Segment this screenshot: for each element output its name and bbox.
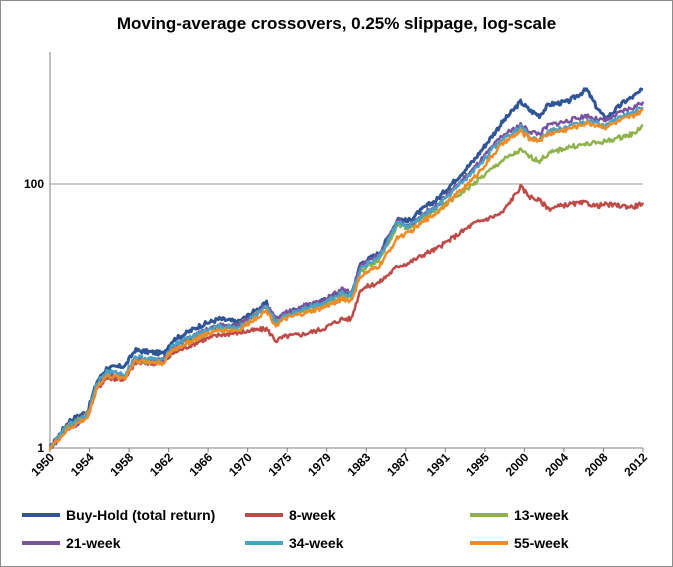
series-line-buy-hold-total-return	[48, 87, 644, 449]
x-tick-label: 2008	[582, 450, 611, 479]
series-line-55-week	[48, 108, 644, 451]
series-line-13-week	[48, 123, 644, 450]
x-tick-label: 2000	[503, 450, 532, 479]
x-tick-label: 1995	[463, 450, 492, 479]
series-line-21-week	[49, 101, 645, 449]
x-tick-label: 2012	[621, 450, 650, 479]
y-tick-label: 100	[24, 177, 44, 191]
x-tick-label: 1958	[107, 450, 136, 479]
series-lines	[48, 87, 645, 451]
x-tick-label: 1950	[28, 450, 57, 479]
y-tick-label: 1	[37, 441, 44, 455]
x-tick-label: 1975	[266, 450, 295, 479]
x-tick-label: 1987	[384, 450, 413, 479]
series-line-34-week	[49, 106, 644, 448]
x-tick-label: 1966	[186, 450, 215, 479]
y-axis-ticks: 1 100	[24, 177, 44, 455]
x-tick-label: 2004	[542, 450, 571, 479]
x-tick-label: 1983	[345, 450, 374, 479]
x-tick-label: 1991	[424, 450, 453, 479]
x-tick-label: 1979	[305, 450, 334, 479]
x-axis-ticks: 1950 1954 1958 1962 1966 1970 1975 1979 1983 1987…	[28, 448, 650, 479]
series-line-8-week	[48, 183, 645, 451]
x-tick-label: 1970	[226, 450, 255, 479]
x-tick-label: 1962	[147, 450, 176, 479]
chart-title: Moving-average crossovers, 0.25% slippag…	[116, 14, 557, 33]
x-tick-label: 1954	[68, 450, 97, 479]
